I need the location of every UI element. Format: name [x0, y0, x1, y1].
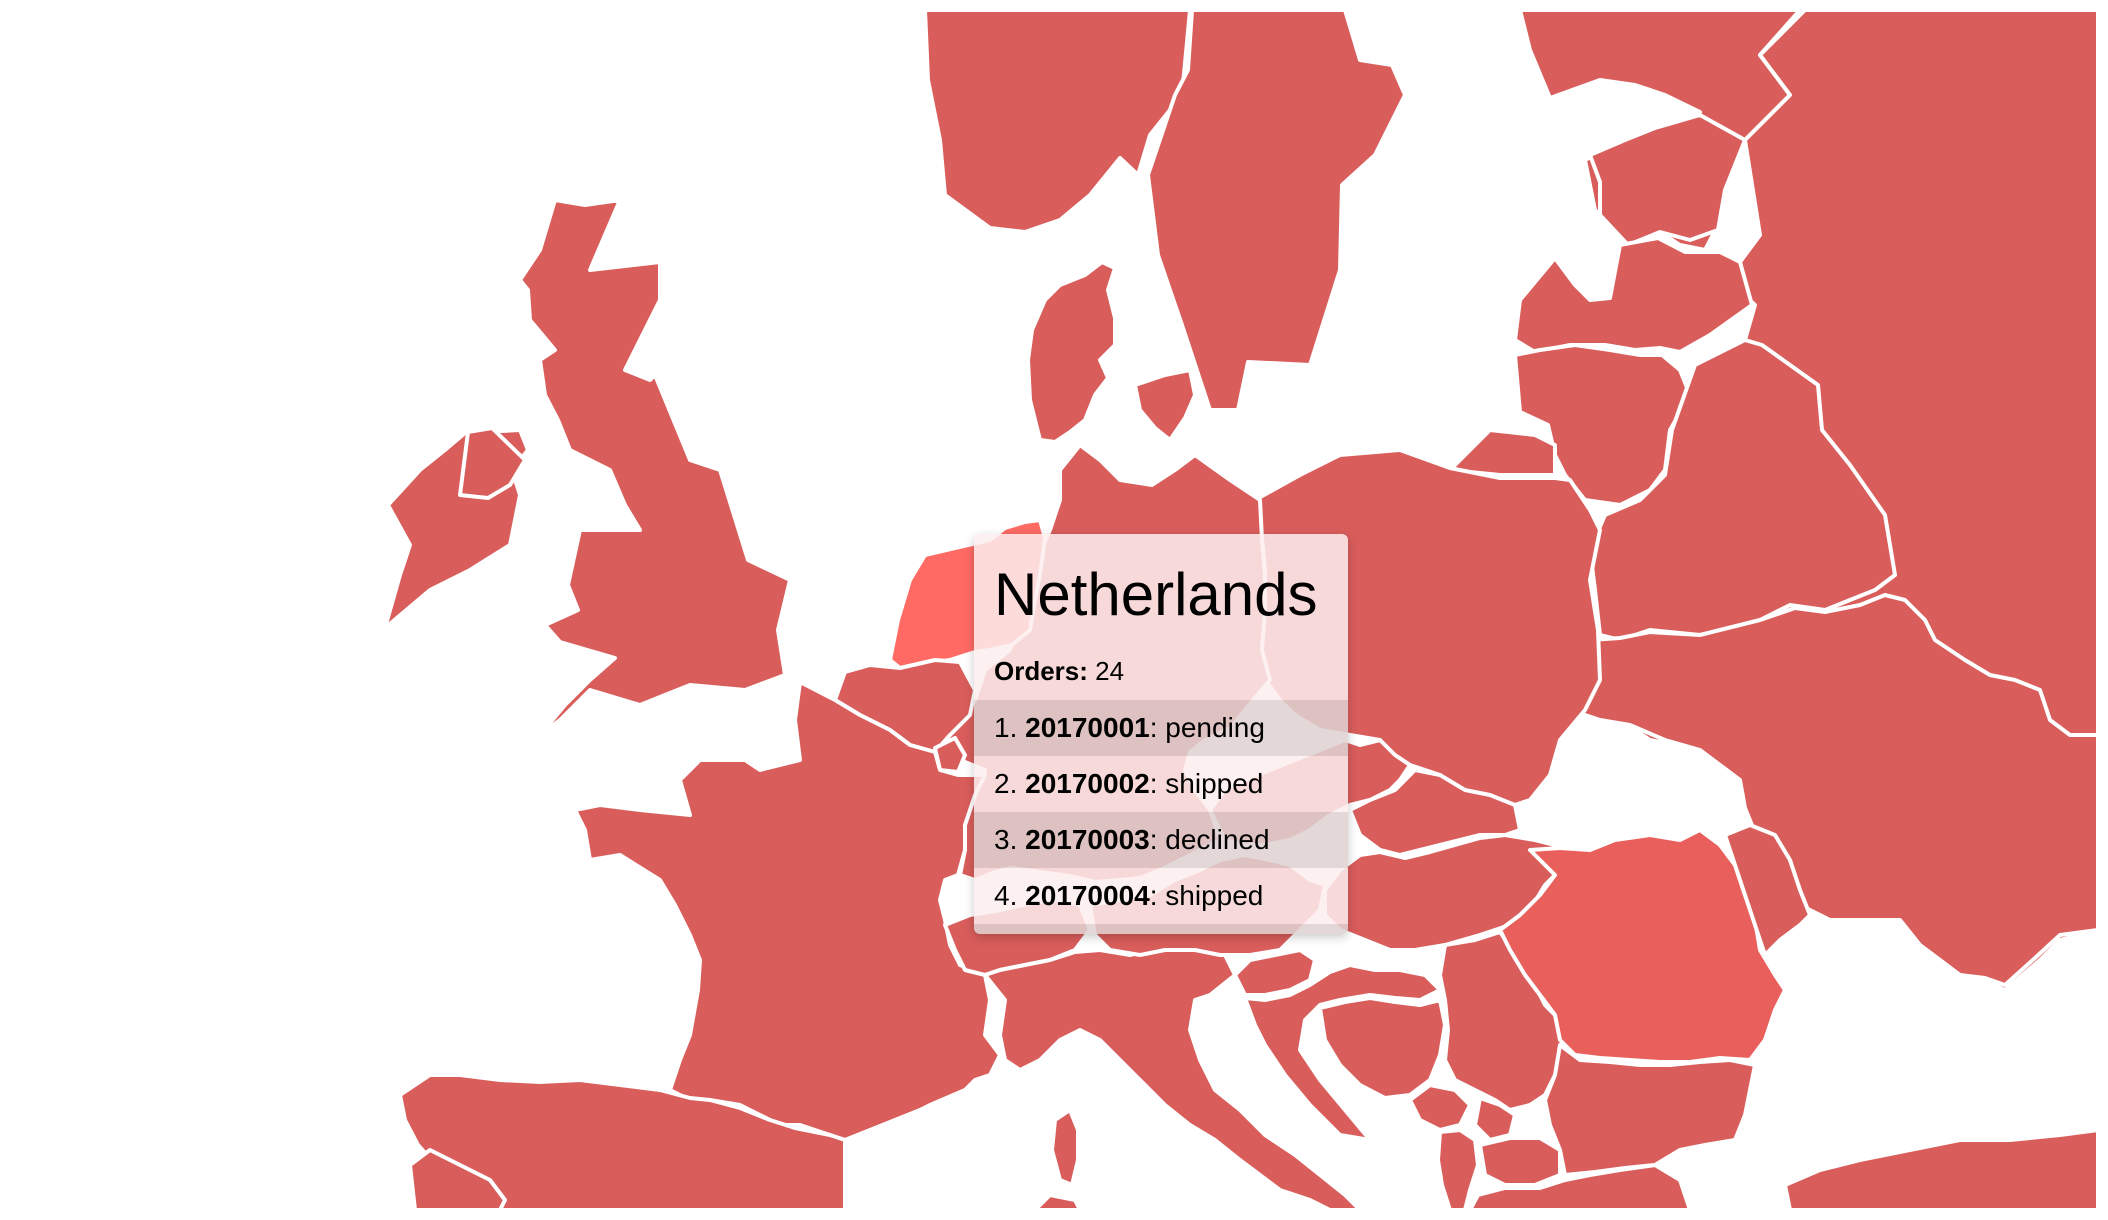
order-status: : shipped: [1149, 768, 1264, 799]
country-montenegro[interactable]: [1408, 1083, 1472, 1132]
country-bosnia[interactable]: [1318, 996, 1447, 1100]
tooltip-title: Netherlands: [994, 561, 1318, 628]
order-status: : declined: [1149, 824, 1270, 855]
region-kosovo[interactable]: [1473, 1096, 1517, 1142]
country-bulgaria[interactable]: [1543, 1043, 1757, 1177]
island-sicily[interactable]: [1033, 1193, 1082, 1212]
orders-summary: Orders: 24: [994, 654, 1348, 688]
country-latvia[interactable]: [1513, 236, 1754, 354]
country-tooltip: Netherlands Orders: 24 1. 20170001: pend…: [974, 534, 1348, 934]
order-row[interactable]: 4. 20170004: shipped: [974, 868, 1348, 924]
country-croatia[interactable]: [1243, 963, 1442, 1142]
order-index: 2.: [994, 768, 1018, 799]
order-index: 4.: [994, 880, 1018, 911]
order-row[interactable]: 1. 20170001: pending: [974, 700, 1348, 756]
order-id: 20170004: [1025, 880, 1150, 911]
order-row[interactable]: 2. 20170002: shipped: [974, 756, 1348, 812]
country-denmark[interactable]: [1026, 260, 1117, 444]
order-id: 20170002: [1025, 768, 1150, 799]
order-index: 3.: [994, 824, 1018, 855]
country-northern-ireland[interactable]: [458, 426, 527, 500]
order-id: 20170001: [1025, 712, 1150, 743]
orders-list: 1. 20170001: pending 2. 20170002: shippe…: [974, 700, 1348, 934]
country-north-macedonia[interactable]: [1478, 1136, 1562, 1187]
country-albania[interactable]: [1436, 1128, 1480, 1212]
country-ukraine[interactable]: [1538, 593, 2100, 987]
country-united-kingdom[interactable]: [518, 198, 792, 737]
order-status: : pending: [1149, 712, 1265, 743]
order-row-partial: [974, 924, 1348, 934]
country-slovenia[interactable]: [1233, 948, 1317, 997]
country-sweden[interactable]: [1146, 8, 1407, 412]
order-status: : shipped: [1149, 880, 1264, 911]
country-portugal[interactable]: [408, 1148, 507, 1212]
region-kaliningrad[interactable]: [1448, 428, 1557, 477]
orders-label: Orders:: [994, 656, 1088, 686]
order-index: 1.: [994, 712, 1018, 743]
orders-count: 24: [1095, 656, 1125, 686]
country-denmark-islands[interactable]: [1133, 368, 1197, 442]
country-moldova[interactable]: [1723, 823, 1812, 957]
country-france[interactable]: [573, 680, 1002, 1142]
country-turkey[interactable]: [1783, 1128, 2100, 1212]
country-estonia[interactable]: [1588, 113, 1747, 247]
order-id: 20170003: [1025, 824, 1150, 855]
island-sardinia[interactable]: [1050, 1108, 1080, 1187]
order-row[interactable]: 3. 20170003: declined: [974, 812, 1348, 868]
country-romania[interactable]: [1498, 828, 1787, 1064]
